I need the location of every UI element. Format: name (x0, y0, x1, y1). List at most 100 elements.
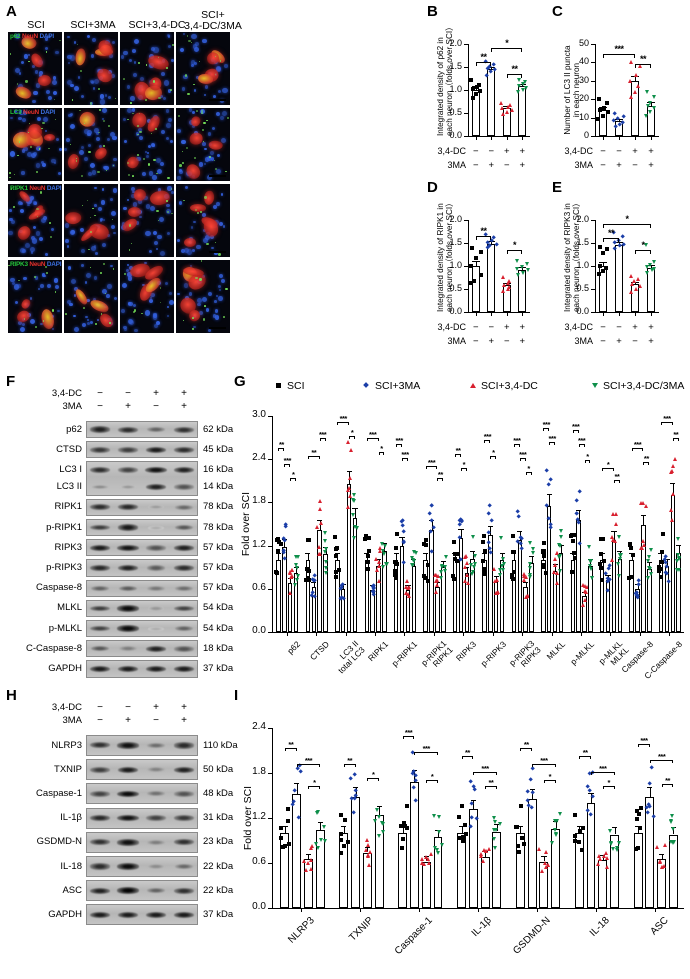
dapi-nucleus (80, 95, 84, 99)
blot-sign-2-3: − (153, 401, 159, 412)
dapi-nucleus (137, 127, 142, 132)
data-point (285, 807, 290, 812)
significance-bracket (307, 456, 320, 459)
dapi-nucleus (152, 315, 158, 320)
blot-molecular-weight: 50 kDa (203, 763, 234, 775)
dapi-nucleus (38, 236, 43, 241)
data-point (473, 255, 478, 260)
legend-marker-1 (276, 383, 281, 388)
data-point (554, 551, 559, 556)
data-point (577, 840, 582, 845)
data-point (339, 837, 344, 842)
dapi-nucleus (93, 78, 100, 84)
data-point (530, 790, 536, 796)
data-point (605, 864, 610, 869)
dapi-nucleus (145, 204, 151, 209)
dapi-nucleus (206, 308, 210, 312)
chart-panel-e: 0.0 0.5 1.0 1.5 2.0 Integrated density of RIP… (549, 190, 674, 370)
dapi-nucleus (28, 53, 31, 57)
dapi-nucleus (126, 198, 130, 202)
error-bar (672, 482, 674, 496)
significance-bracket (603, 54, 635, 58)
marker-punctum (38, 148, 41, 150)
error-cap (499, 552, 505, 554)
data-point (604, 247, 609, 252)
data-point (628, 60, 633, 65)
significance-bracket (319, 438, 326, 441)
condition-sign-2-2: + (488, 336, 495, 347)
micrograph-r4-c2 (64, 260, 118, 333)
dapi-nucleus (90, 246, 96, 252)
data-point (345, 504, 350, 509)
data-point (676, 536, 681, 541)
error-bar (560, 545, 562, 553)
marker-punctum (219, 60, 222, 62)
data-point (636, 811, 641, 816)
data-point (317, 506, 322, 511)
significance-label: * (313, 778, 316, 787)
marker-punctum (128, 174, 131, 176)
dapi-nucleus (46, 90, 51, 95)
error-cap (517, 825, 523, 827)
bar-pMLKLMLKL-SCI (599, 560, 605, 632)
data-point (528, 562, 533, 567)
bar-Caspase8-SCI3MA (635, 588, 640, 632)
data-point (309, 843, 314, 848)
significance-label: * (350, 428, 354, 437)
bar-pMLKLMLKL-SCI34DC3MA (617, 558, 623, 632)
significance-bracket (672, 438, 679, 441)
bar-pRIPK3RIPK3-SCI (511, 560, 517, 632)
blot-box (86, 441, 198, 459)
dapi-nucleus (120, 54, 125, 59)
dapi-nucleus (107, 284, 112, 289)
data-point (618, 552, 623, 557)
y-tick-mark (464, 312, 468, 313)
blot-molecular-weight: 57 kDa (203, 541, 234, 553)
error-bar (402, 825, 404, 833)
data-point (498, 822, 503, 827)
data-point (338, 832, 343, 837)
significance-label: *** (540, 756, 548, 765)
marker-punctum (201, 111, 204, 114)
marker-punctum (84, 123, 86, 125)
blot-sign-1-4: + (181, 702, 187, 713)
blot-molecular-weight: 22 kDa (203, 884, 234, 896)
data-point (303, 577, 308, 582)
error-bar (475, 261, 477, 266)
blot-molecular-weight: 22 kDa (203, 860, 234, 872)
marker-punctum (103, 144, 106, 147)
data-point (604, 855, 609, 860)
marker-punctum (154, 127, 158, 131)
blot-band (90, 605, 110, 612)
blot-sign-2-1: − (97, 401, 103, 412)
data-point (318, 520, 323, 525)
significance-bracket (296, 764, 321, 767)
blot-band (117, 625, 139, 632)
blot-box (86, 660, 198, 678)
blot-band (117, 863, 139, 870)
blot-sign-2-2: + (125, 715, 131, 726)
blot-condition-label-2: 3MA (62, 715, 82, 726)
data-point (524, 261, 529, 266)
data-point (511, 533, 516, 538)
dapi-nucleus (81, 322, 87, 328)
data-point (350, 498, 355, 503)
x-axis (468, 312, 530, 314)
dapi-nucleus (111, 40, 116, 45)
marker-punctum (167, 210, 170, 213)
bar-3 (630, 80, 640, 136)
bar-CCaspase8-SCI34DC3MA (676, 552, 681, 632)
dapi-nucleus (110, 225, 115, 230)
data-point (426, 510, 432, 516)
blot-target-name: p62 (66, 423, 82, 435)
data-point (617, 556, 622, 561)
marker-punctum (89, 102, 92, 105)
dapi-nucleus (181, 139, 187, 145)
data-point (470, 246, 475, 251)
significance-bracket (337, 422, 350, 425)
marker-punctum (130, 242, 133, 245)
dapi-nucleus (211, 126, 215, 130)
error-cap (670, 482, 676, 484)
y-tick-mark (268, 588, 272, 590)
marker-punctum (214, 241, 217, 244)
